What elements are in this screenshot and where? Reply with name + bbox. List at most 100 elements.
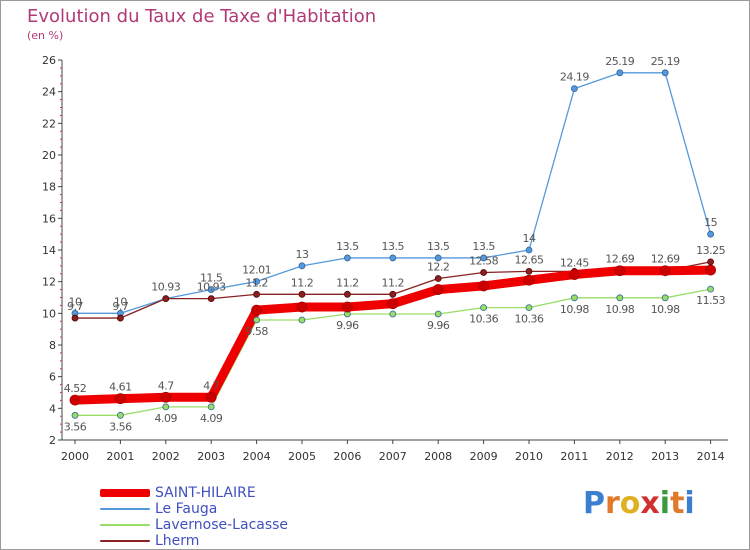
data-point (69, 394, 81, 406)
x-tick-label: 2004 (243, 450, 271, 463)
data-label: 9.96 (336, 319, 359, 332)
data-point (616, 294, 624, 302)
y-tick-label: 22 (42, 117, 56, 130)
y-tick-label: 24 (42, 86, 56, 99)
data-point (389, 310, 397, 318)
data-label: 13.5 (382, 240, 405, 253)
logo-letter: i (684, 486, 695, 521)
data-point (707, 230, 714, 238)
data-point (432, 284, 444, 295)
data-label: 25.19 (651, 55, 680, 68)
data-label: 11.2 (245, 276, 268, 289)
data-label: 11.2 (291, 276, 314, 289)
data-label: 4.61 (109, 381, 132, 394)
data-label: 9.7 (112, 300, 128, 313)
data-point (343, 254, 351, 262)
data-point (207, 295, 215, 303)
legend-swatch (100, 540, 150, 542)
data-label: 13.5 (336, 240, 359, 253)
legend-swatch (100, 524, 150, 526)
x-tick-label: 2007 (379, 450, 407, 463)
data-label: 13.5 (472, 240, 495, 253)
data-point (707, 285, 714, 293)
y-tick-label: 20 (42, 149, 56, 162)
data-label: 9.96 (427, 319, 450, 332)
data-point (571, 85, 578, 93)
data-label: 10 (114, 295, 127, 308)
data-point (298, 290, 306, 298)
y-tick-label: 10 (42, 307, 56, 320)
data-point (117, 314, 124, 322)
x-tick-label: 2006 (333, 450, 361, 463)
data-label: 12.2 (427, 261, 450, 274)
logo-letter: i (659, 486, 671, 521)
data-point (434, 275, 442, 282)
data-label: 10.93 (151, 281, 180, 294)
chart-unit-label: (en %) (27, 29, 64, 42)
data-point (253, 316, 261, 324)
proxiti-logo: Proxiti (583, 486, 695, 521)
x-tick-label: 2013 (651, 450, 679, 463)
x-tick-label: 2009 (470, 450, 498, 463)
data-point (478, 280, 490, 292)
data-point (251, 304, 263, 316)
data-label: 4.7 (203, 379, 219, 392)
x-tick-label: 2010 (515, 450, 543, 463)
data-label: 13 (296, 248, 309, 261)
data-point (253, 290, 261, 298)
data-point (162, 295, 170, 303)
data-point (343, 290, 351, 298)
y-tick-label: 16 (42, 212, 56, 225)
data-label: 12.58 (469, 254, 498, 267)
data-label: 4.52 (64, 382, 87, 395)
y-tick-label: 12 (42, 276, 56, 289)
data-label: 13.5 (427, 240, 450, 253)
data-label: 13.25 (696, 244, 725, 257)
data-point (71, 411, 79, 419)
data-label: 11.2 (336, 276, 359, 289)
data-point (71, 314, 79, 322)
data-label: 4.7 (158, 379, 174, 392)
legend-label: Le Fauga (155, 501, 218, 517)
data-point (115, 393, 126, 405)
y-tick-label: 6 (49, 371, 56, 384)
data-point (659, 265, 671, 277)
x-tick-label: 2011 (560, 450, 588, 463)
data-point (296, 301, 308, 313)
data-label: 11.5 (200, 272, 223, 285)
logo-letter: r (605, 486, 620, 521)
y-tick-label: 8 (49, 339, 56, 352)
data-label: 10 (69, 295, 82, 308)
x-tick-label: 2005 (288, 450, 316, 463)
data-label: 12.69 (651, 253, 680, 266)
data-point (389, 290, 397, 298)
x-tick-label: 2012 (606, 450, 634, 463)
data-point (525, 246, 533, 254)
data-label: 3.56 (64, 420, 87, 433)
logo-letter: P (583, 486, 605, 521)
data-point (661, 69, 669, 77)
data-point (525, 267, 533, 275)
x-tick-label: 2000 (61, 450, 89, 463)
data-label: 12.45 (560, 257, 589, 270)
data-point (253, 278, 261, 285)
data-label: 12.01 (242, 264, 271, 277)
x-tick-label: 2014 (697, 450, 725, 463)
data-label: 10.36 (469, 313, 498, 326)
data-label: 11.2 (382, 276, 405, 289)
data-point (387, 298, 399, 310)
data-point (569, 269, 580, 280)
data-point (207, 286, 215, 293)
data-point (160, 391, 172, 403)
data-point (434, 310, 442, 318)
x-tick-label: 2008 (424, 450, 452, 463)
data-label: 10.98 (605, 303, 634, 316)
legend-swatch (100, 489, 150, 497)
data-point (707, 258, 714, 266)
y-tick-label: 4 (49, 402, 56, 415)
data-point (525, 304, 533, 312)
data-label: 4.09 (155, 412, 178, 425)
data-point (341, 301, 353, 313)
x-tick-label: 2001 (106, 450, 134, 463)
